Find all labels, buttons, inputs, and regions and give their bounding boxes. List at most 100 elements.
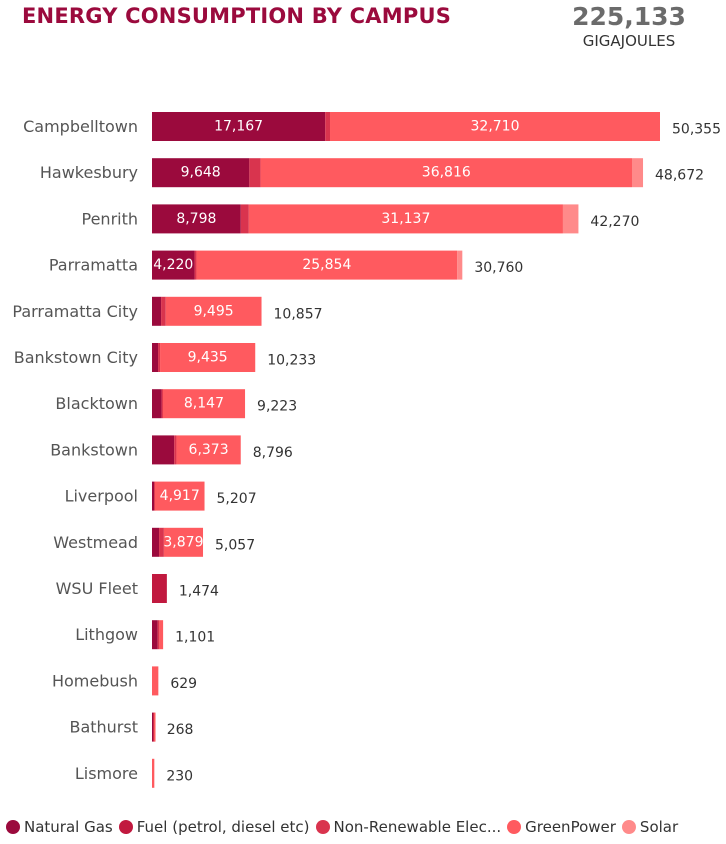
legend-item-fuel[interactable]: Fuel (petrol, diesel etc): [118, 818, 310, 836]
bar-segment-bankstown-natural-gas[interactable]: [152, 435, 175, 465]
bar-segment-westmead-non-renewable-elec[interactable]: [159, 527, 164, 557]
category-label-wsu-fleet: WSU Fleet: [56, 579, 138, 598]
legend-marker-icon: [6, 820, 20, 834]
bar-segment-bankstown-city-greenpower[interactable]: [160, 343, 256, 372]
bar-segment-bankstown-non-renewable-elec[interactable]: [174, 435, 177, 465]
category-label-hawkesbury: Hawkesbury: [40, 163, 138, 182]
legend-item-non-renewable-electricity[interactable]: Non-Renewable Elec...: [315, 818, 502, 836]
bar-segment-campbelltown-natural-gas[interactable]: [152, 112, 326, 141]
category-label-bankstown: Bankstown: [50, 440, 138, 459]
bar-segment-penrith-solar[interactable]: [562, 204, 579, 234]
bar-segment-hawkesbury-natural-gas[interactable]: [152, 158, 250, 188]
chart-legend: Natural Gas Fuel (petrol, diesel etc) No…: [6, 818, 684, 836]
legend-marker-icon: [118, 820, 133, 834]
total-value-label-lismore: 230: [166, 768, 193, 784]
total-value-label-lithgow: 1,101: [175, 630, 215, 646]
total-value-label-wsu-fleet: 1,474: [179, 584, 219, 600]
total-kpi-unit: GIGAJOULES: [582, 32, 676, 50]
category-label-campbelltown: Campbelltown: [23, 117, 138, 136]
bar-segment-westmead-natural-gas[interactable]: [152, 527, 160, 557]
bar-segment-liverpool-natural-gas[interactable]: [152, 481, 155, 511]
legend-marker-icon: [315, 820, 330, 834]
total-value-label-hawkesbury: 48,672: [655, 168, 704, 184]
legend-marker-icon: [621, 820, 636, 834]
bar-segment-lithgow-natural-gas[interactable]: [152, 620, 158, 650]
total-value-label-liverpool: 5,207: [217, 491, 257, 507]
category-label-parramatta-city: Parramatta City: [12, 302, 138, 321]
legend-label: Non-Renewable Elec...: [333, 818, 502, 836]
bar-segment-parramatta-city-natural-gas[interactable]: [152, 296, 162, 326]
segment-value-label: 31,137: [381, 211, 430, 227]
bar-segment-liverpool-greenpower[interactable]: [154, 481, 205, 511]
bar-segment-parramatta-city-greenpower[interactable]: [165, 296, 262, 326]
bar-segment-campbelltown-non-renewable-elec[interactable]: [325, 112, 331, 141]
segment-value-label: 17,167: [214, 119, 263, 135]
segment-value-label: 6,373: [189, 442, 229, 458]
segment-value-label: 25,854: [302, 257, 351, 273]
segment-value-label: 9,648: [181, 165, 221, 181]
segment-value-label: 4,917: [160, 488, 200, 504]
segment-value-label: 9,435: [188, 350, 228, 366]
bar-segment-parramatta-solar[interactable]: [457, 250, 463, 280]
total-value-label-bankstown: 8,796: [253, 445, 293, 461]
segment-value-label: 3,879: [163, 534, 203, 550]
legend-label: GreenPower: [525, 818, 616, 836]
legend-label: Fuel (petrol, diesel etc): [136, 818, 310, 836]
bar-segment-penrith-natural-gas[interactable]: [152, 204, 241, 234]
bar-segment-campbelltown-greenpower[interactable]: [330, 112, 660, 141]
bar-segment-bankstown-city-non-renewable-elec[interactable]: [158, 343, 161, 372]
segment-value-label: 32,710: [471, 119, 520, 135]
bar-segment-homebush-greenpower[interactable]: [152, 666, 159, 696]
category-label-lithgow: Lithgow: [75, 625, 138, 644]
category-label-westmead: Westmead: [53, 533, 138, 552]
total-value-label-blacktown: 9,223: [257, 399, 297, 415]
category-label-blacktown: Blacktown: [55, 394, 138, 413]
bar-segment-bathurst-non-renewable-elec[interactable]: [153, 712, 155, 742]
bar-segment-blacktown-natural-gas[interactable]: [152, 389, 162, 419]
total-kpi-value: 225,133: [572, 2, 686, 31]
legend-item-solar[interactable]: Solar: [621, 818, 679, 836]
category-label-lismore: Lismore: [75, 764, 138, 783]
bar-segment-wsu-fleet-fuel-petrol-diesel-etc[interactable]: [152, 574, 167, 603]
stacked-bar-chart: Campbelltown 17,167 32,710 50,355 Hawkesbury…: [12, 112, 721, 788]
category-label-bathurst: Bathurst: [69, 718, 138, 737]
category-label-liverpool: Liverpool: [65, 487, 138, 506]
segment-value-label: 9,495: [194, 303, 234, 319]
bar-segment-bankstown-greenpower[interactable]: [176, 435, 241, 465]
category-label-parramatta: Parramatta: [49, 256, 138, 275]
category-label-homebush: Homebush: [52, 671, 138, 690]
category-label-bankstown-city: Bankstown City: [14, 348, 138, 367]
bar-segment-blacktown-greenpower[interactable]: [162, 389, 246, 419]
bar-segment-lithgow-greenpower[interactable]: [159, 620, 164, 650]
bar-segment-liverpool-non-renewable-elec[interactable]: [154, 481, 156, 511]
chart-title: ENERGY CONSUMPTION BY CAMPUS: [22, 4, 452, 28]
bar-segment-parramatta-non-renewable-elec[interactable]: [194, 250, 197, 280]
bar-segment-bathurst-greenpower[interactable]: [154, 712, 156, 742]
total-value-label-westmead: 5,057: [215, 537, 255, 553]
total-value-label-bankstown-city: 10,233: [267, 353, 316, 369]
bar-segment-parramatta-natural-gas[interactable]: [152, 250, 195, 280]
legend-marker-icon: [507, 820, 522, 834]
bar-segment-hawkesbury-non-renewable-elec[interactable]: [249, 158, 261, 188]
category-label-penrith: Penrith: [82, 209, 139, 228]
bar-segment-bathurst-natural-gas[interactable]: [152, 712, 154, 742]
total-kpi-card: 225,133 GIGAJOULES: [560, 2, 698, 50]
bar-segment-hawkesbury-solar[interactable]: [632, 158, 644, 188]
bar-segment-lithgow-non-renewable-elec[interactable]: [157, 620, 160, 650]
bar-segment-penrith-non-renewable-elec[interactable]: [240, 204, 249, 234]
bar-segment-westmead-greenpower[interactable]: [163, 527, 204, 557]
legend-label: Solar: [639, 818, 679, 836]
bar-segment-blacktown-non-renewable-elec[interactable]: [161, 389, 164, 419]
segment-value-label: 8,147: [184, 396, 224, 412]
bar-segment-penrith-greenpower[interactable]: [248, 204, 563, 234]
legend-item-greenpower[interactable]: GreenPower: [507, 818, 616, 836]
legend-item-natural-gas[interactable]: Natural Gas: [6, 818, 113, 836]
total-value-label-bathurst: 268: [167, 722, 194, 738]
bar-segment-parramatta-greenpower[interactable]: [196, 250, 458, 280]
bar-segment-hawkesbury-greenpower[interactable]: [260, 158, 633, 188]
bar-segment-lismore-greenpower[interactable]: [152, 758, 155, 788]
bar-segment-bankstown-city-natural-gas[interactable]: [152, 343, 159, 372]
bar-segment-parramatta-city-non-renewable-elec[interactable]: [161, 296, 166, 326]
legend-label: Natural Gas: [24, 818, 113, 836]
segment-value-label: 4,220: [153, 257, 193, 273]
